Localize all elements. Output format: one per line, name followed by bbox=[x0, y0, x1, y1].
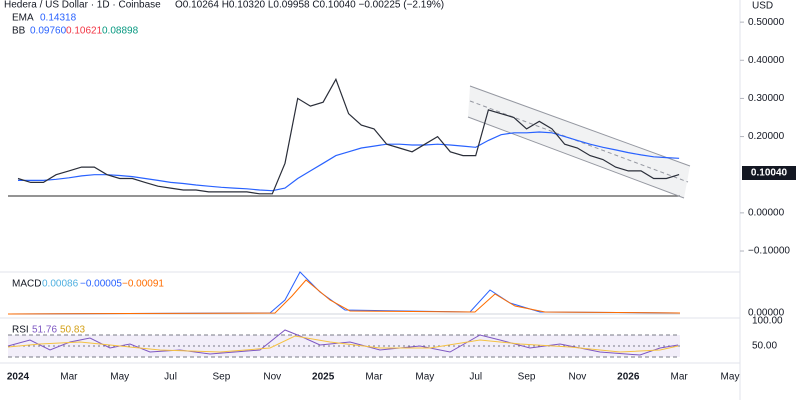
x-tick-label: Nov bbox=[263, 372, 281, 383]
x-tick-label: Sep bbox=[518, 372, 536, 383]
last-price: 0.10040 bbox=[751, 168, 788, 179]
channel bbox=[468, 86, 690, 198]
rsi-ma-value: 50.83 bbox=[60, 325, 85, 336]
macd-line bbox=[7, 271, 681, 315]
x-tick-label: May bbox=[110, 372, 129, 383]
currency: USD bbox=[752, 1, 773, 12]
y-tick-label: 0.00000 bbox=[748, 208, 785, 219]
macd-axis-label: 0.00000 bbox=[748, 308, 785, 319]
macd-value: 0.00086 bbox=[42, 279, 79, 290]
x-tick-label: Jul bbox=[469, 372, 482, 383]
x-tick-label: May bbox=[415, 372, 434, 383]
ohlc: O0.10264 H0.10320 L0.09958 C0.10040 −0.0… bbox=[175, 0, 444, 11]
ema-value: 0.14318 bbox=[40, 13, 77, 24]
rsi-label: RSI bbox=[12, 325, 29, 336]
x-tick-label: 2026 bbox=[617, 372, 640, 383]
channel-line bbox=[469, 85, 691, 167]
x-tick-label: Nov bbox=[569, 372, 587, 383]
macd-signal: −0.00005 bbox=[80, 279, 122, 290]
x-tick-label: Mar bbox=[365, 372, 383, 383]
bb-upper: 0.10621 bbox=[66, 26, 103, 37]
ema-line bbox=[18, 131, 680, 192]
rsi-axis-label: 100.00 bbox=[752, 316, 783, 327]
price-line bbox=[17, 77, 680, 195]
x-tick-label: Mar bbox=[60, 372, 78, 383]
x-tick-label: 2025 bbox=[312, 372, 335, 383]
rsi-line bbox=[7, 329, 679, 356]
bb-basis: 0.09760 bbox=[30, 26, 67, 37]
x-tick-label: Sep bbox=[213, 372, 231, 383]
y-tick-label: −0.10000 bbox=[748, 246, 790, 257]
y-tick-label: 0.50000 bbox=[748, 17, 785, 28]
y-tick-label: 0.30000 bbox=[748, 93, 785, 104]
x-tick-label: Mar bbox=[671, 372, 689, 383]
y-tick-label: 0.40000 bbox=[748, 55, 785, 66]
macd-hist: −0.00091 bbox=[122, 279, 164, 290]
x-tick-label: May bbox=[721, 372, 740, 383]
symbol-title: Hedera / US Dollar · 1D · Coinbase bbox=[4, 0, 161, 11]
rsi-axis-label: 50.00 bbox=[752, 341, 777, 352]
ema-label: EMA bbox=[12, 13, 34, 24]
channel-mid bbox=[469, 100, 689, 183]
x-tick-label: Jul bbox=[164, 372, 177, 383]
macd-label: MACD bbox=[12, 279, 41, 290]
x-tick-label: 2024 bbox=[7, 372, 30, 383]
channel-line bbox=[467, 116, 685, 199]
rsi-ma-line bbox=[7, 335, 679, 353]
macd-signal-line bbox=[7, 279, 681, 315]
rsi-value: 51.76 bbox=[32, 325, 57, 336]
last-price-tag bbox=[742, 166, 796, 180]
bb-label: BB bbox=[12, 26, 26, 37]
y-tick-label: 0.20000 bbox=[748, 131, 785, 142]
bb-lower: 0.08898 bbox=[102, 26, 139, 37]
